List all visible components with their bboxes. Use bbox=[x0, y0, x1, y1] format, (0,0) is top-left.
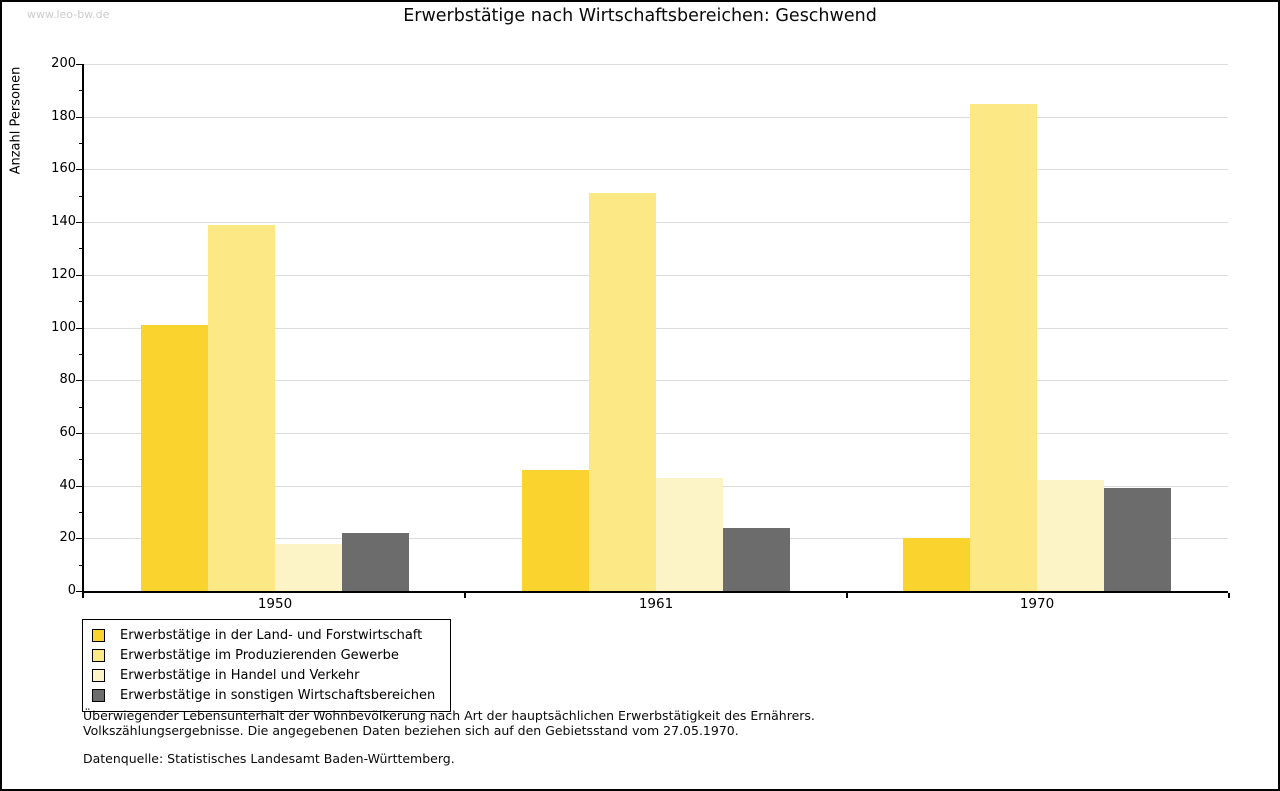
bar-1950-series-4 bbox=[342, 533, 409, 591]
gridline-180 bbox=[84, 116, 1228, 118]
bar-1970-series-2 bbox=[970, 104, 1037, 591]
note-line-2: Volkszählungsergebnisse. Die angegebenen… bbox=[83, 723, 739, 738]
y-minor-tick-190 bbox=[79, 90, 82, 91]
source-note: Datenquelle: Statistisches Landesamt Bad… bbox=[83, 751, 455, 766]
y-tick-80 bbox=[76, 380, 82, 381]
x-tick-2 bbox=[846, 593, 848, 598]
bar-1961-series-3 bbox=[656, 478, 723, 591]
plot-area bbox=[82, 64, 1228, 593]
y-minor-tick-110 bbox=[79, 301, 82, 302]
bar-1950-series-3 bbox=[275, 544, 342, 591]
legend-item-2: Erwerbstätige im Produzierenden Gewerbe bbox=[83, 645, 450, 665]
note-line-1: Überwiegender Lebensunterhalt der Wohnbe… bbox=[83, 708, 815, 723]
y-tick-label-200: 200 bbox=[51, 56, 76, 71]
bar-1950-series-2 bbox=[208, 225, 275, 591]
y-tick-120 bbox=[76, 275, 82, 276]
y-tick-label-180: 180 bbox=[51, 109, 76, 124]
legend-swatch-4 bbox=[92, 688, 105, 702]
bar-1970-series-1 bbox=[903, 538, 970, 591]
gridline-200 bbox=[84, 64, 1228, 65]
x-axis-label-1970: 1970 bbox=[1019, 596, 1055, 612]
bar-1961-series-4 bbox=[723, 528, 790, 591]
watermark: www.leo-bw.de bbox=[27, 8, 110, 21]
y-tick-60 bbox=[76, 433, 82, 434]
gridline-100 bbox=[84, 327, 1228, 329]
gridline-140 bbox=[84, 222, 1228, 224]
bar-1950-series-1 bbox=[141, 325, 208, 591]
x-tick-3 bbox=[1228, 593, 1230, 598]
y-tick-140 bbox=[76, 222, 82, 223]
legend-item-3: Erwerbstätige in Handel und Verkehr bbox=[83, 665, 450, 685]
gridline-80 bbox=[84, 380, 1228, 382]
x-tick-0 bbox=[82, 593, 84, 598]
y-tick-label-20: 20 bbox=[59, 530, 76, 545]
y-tick-label-160: 160 bbox=[51, 161, 76, 176]
y-minor-tick-130 bbox=[79, 248, 82, 249]
bar-1970-series-3 bbox=[1037, 480, 1104, 591]
y-tick-160 bbox=[76, 169, 82, 170]
legend-swatch-3 bbox=[92, 668, 105, 682]
legend-label-3: Erwerbstätige in Handel und Verkehr bbox=[120, 667, 360, 683]
gridline-160 bbox=[84, 169, 1228, 171]
footnotes: Überwiegender Lebensunterhalt der Wohnbe… bbox=[83, 708, 1183, 766]
bar-1961-series-2 bbox=[589, 193, 656, 591]
legend-label-4: Erwerbstätige in sonstigen Wirtschaftsbe… bbox=[120, 687, 436, 703]
y-tick-label-0: 0 bbox=[67, 583, 76, 598]
legend-item-4: Erwerbstätige in sonstigen Wirtschaftsbe… bbox=[83, 685, 450, 705]
gridline-120 bbox=[84, 274, 1228, 276]
y-tick-0 bbox=[76, 591, 82, 592]
y-minor-tick-70 bbox=[79, 407, 82, 408]
y-tick-label-80: 80 bbox=[59, 372, 76, 387]
y-minor-tick-50 bbox=[79, 459, 82, 460]
y-tick-40 bbox=[76, 486, 82, 487]
y-minor-tick-150 bbox=[79, 196, 82, 197]
legend-label-2: Erwerbstätige im Produzierenden Gewerbe bbox=[120, 647, 399, 663]
y-tick-label-60: 60 bbox=[59, 425, 76, 440]
y-tick-180 bbox=[76, 117, 82, 118]
x-tick-1 bbox=[464, 593, 466, 598]
legend-swatch-1 bbox=[92, 628, 105, 642]
legend-label-1: Erwerbstätige in der Land- und Forstwirt… bbox=[120, 627, 423, 643]
y-tick-200 bbox=[76, 64, 82, 65]
gridline-60 bbox=[84, 432, 1228, 434]
x-axis-label-1961: 1961 bbox=[638, 596, 674, 612]
legend: Erwerbstätige in der Land- und Forstwirt… bbox=[82, 619, 451, 712]
y-tick-20 bbox=[76, 538, 82, 539]
legend-swatch-2 bbox=[92, 648, 105, 662]
y-minor-tick-10 bbox=[79, 565, 82, 566]
chart-title: Erwerbstätige nach Wirtschaftsbereichen:… bbox=[403, 6, 877, 26]
y-tick-100 bbox=[76, 328, 82, 329]
bar-1970-series-4 bbox=[1104, 488, 1171, 591]
y-minor-tick-170 bbox=[79, 143, 82, 144]
bar-1961-series-1 bbox=[522, 470, 589, 591]
y-tick-label-120: 120 bbox=[51, 267, 76, 282]
y-minor-tick-90 bbox=[79, 354, 82, 355]
y-tick-label-140: 140 bbox=[51, 214, 76, 229]
y-tick-label-100: 100 bbox=[51, 320, 76, 335]
legend-item-1: Erwerbstätige in der Land- und Forstwirt… bbox=[83, 625, 450, 645]
y-tick-label-40: 40 bbox=[59, 478, 76, 493]
x-axis-label-1950: 1950 bbox=[257, 596, 293, 612]
legend-items: Erwerbstätige in der Land- und Forstwirt… bbox=[83, 625, 450, 705]
y-minor-tick-30 bbox=[79, 512, 82, 513]
